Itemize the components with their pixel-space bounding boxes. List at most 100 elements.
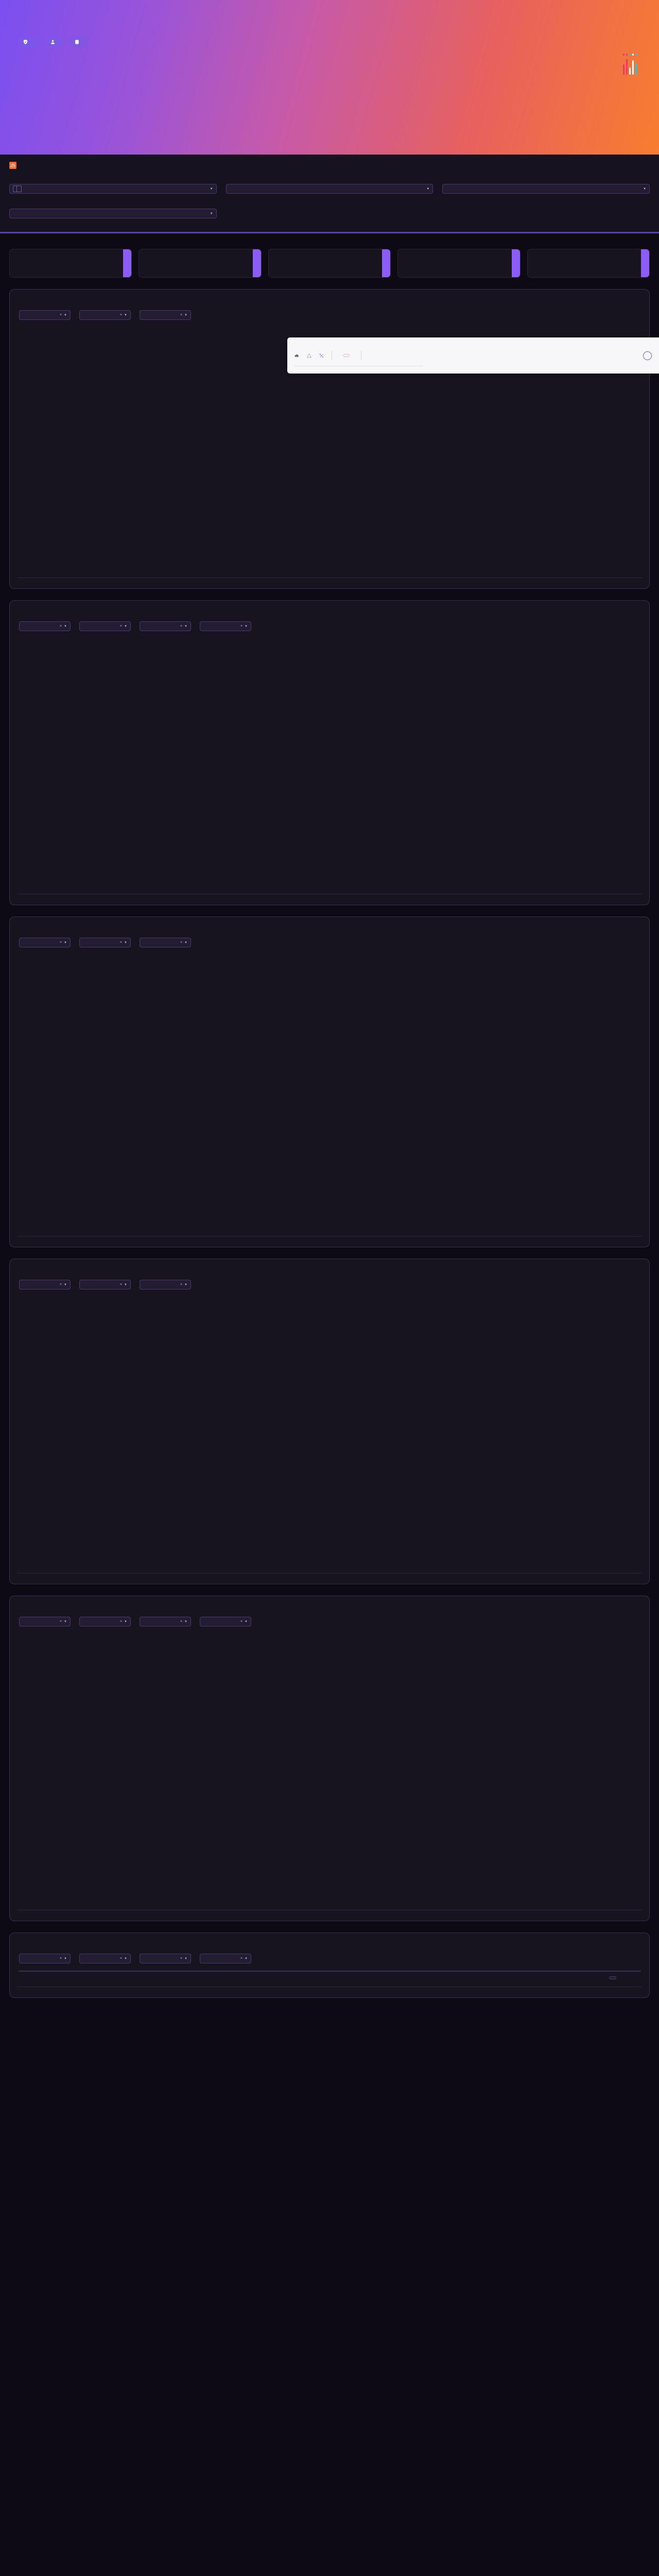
control-radio-station: × ▼ <box>79 307 131 320</box>
clear-icon[interactable]: × <box>180 313 183 317</box>
time-period-select[interactable]: × ▼ <box>200 1617 251 1626</box>
clear-icon[interactable]: × <box>240 1957 243 1960</box>
chevron-down-icon[interactable]: ▼ <box>124 1283 127 1286</box>
clear-icon[interactable]: × <box>180 1620 183 1623</box>
clear-icon[interactable]: × <box>119 1957 123 1960</box>
chevron-down-icon[interactable]: ▼ <box>64 1620 67 1623</box>
radio-station-select[interactable]: × ▼ <box>140 938 191 947</box>
chevron-down-icon[interactable]: ▼ <box>184 313 187 317</box>
clear-icon[interactable]: × <box>240 624 243 628</box>
number-of-songs-select[interactable]: × ▼ <box>140 1280 191 1290</box>
chevron-down-icon[interactable]: ▼ <box>184 1620 187 1623</box>
radio-station-select[interactable]: ▼ <box>9 184 217 194</box>
chevron-down-icon[interactable]: ▼ <box>210 212 213 215</box>
clear-icon[interactable]: × <box>59 1620 62 1623</box>
hero-banner <box>0 0 659 155</box>
bar-mode-select[interactable]: × ▼ <box>79 1617 131 1626</box>
filters-row-1: ▼ ▼ ▼ <box>9 180 650 194</box>
control-top-n-stations: × ▼ <box>19 1614 71 1626</box>
callbacks-link[interactable] <box>319 353 326 358</box>
time-period-select[interactable]: ▼ <box>442 184 650 194</box>
chevron-down-icon[interactable]: ▼ <box>124 313 127 317</box>
clear-icon[interactable]: × <box>59 1283 62 1286</box>
token-remove-icon[interactable] <box>13 186 17 192</box>
time-interval-select[interactable]: × ▼ <box>19 938 71 947</box>
station-2-select[interactable]: × ▼ <box>79 1280 131 1290</box>
clear-icon[interactable]: × <box>59 1957 62 1960</box>
chevron-down-icon[interactable]: ▼ <box>643 187 647 191</box>
chevron-down-icon[interactable]: ▼ <box>64 624 67 628</box>
station-comparison-chart[interactable] <box>17 1295 642 1568</box>
chevron-down-icon[interactable]: ▼ <box>64 1283 67 1286</box>
dash-devtools-bar[interactable] <box>287 337 659 374</box>
airplay-records-grid[interactable] <box>18 1971 641 1972</box>
airplay-timeline-chart[interactable] <box>17 953 642 1231</box>
chevron-down-icon[interactable]: ▼ <box>124 1957 127 1960</box>
clear-icon[interactable]: × <box>240 1620 243 1623</box>
card-controls: × ▼ × ▼ × ▼ <box>19 1277 642 1290</box>
chevron-down-icon[interactable]: ▼ <box>184 1957 187 1960</box>
filters-panel: ▼ ▼ ▼ ▼ <box>0 155 659 233</box>
clear-icon[interactable]: × <box>180 624 183 628</box>
chevron-down-icon[interactable]: ▼ <box>64 1957 67 1960</box>
play-type-select[interactable]: × ▼ <box>140 310 191 320</box>
bar-mode-select[interactable]: × ▼ <box>79 621 131 631</box>
station-1-select[interactable]: × ▼ <box>19 1280 71 1290</box>
artist-rotation-chart[interactable] <box>17 636 642 889</box>
time-period-select[interactable]: × ▼ <box>200 621 251 631</box>
clear-icon[interactable]: × <box>180 1283 183 1286</box>
shield-check-icon <box>23 40 28 44</box>
control-top-n: × ▼ <box>19 307 71 320</box>
chevron-down-icon[interactable]: ▼ <box>426 187 430 191</box>
chevron-down-icon[interactable]: ▼ <box>124 624 127 628</box>
control-color-by: × ▼ <box>140 1614 191 1626</box>
sort-by-select[interactable]: × ▼ <box>140 1954 191 1963</box>
clear-icon[interactable]: × <box>180 1957 183 1960</box>
selected-token[interactable] <box>13 185 22 192</box>
plotly-cloud-link[interactable] <box>294 353 301 358</box>
artist-select[interactable]: ▼ <box>226 184 433 194</box>
card-controls: × ▼ × ▼ × ▼ <box>19 935 642 947</box>
row-limit-select[interactable]: × ▼ <box>200 1954 251 1963</box>
chevron-down-icon[interactable]: ▼ <box>124 1620 127 1623</box>
chevron-down-icon[interactable]: ▼ <box>64 941 67 944</box>
chevron-down-icon[interactable]: ▼ <box>245 1957 248 1960</box>
errors-indicator[interactable] <box>307 353 314 358</box>
clear-icon[interactable]: × <box>119 1283 123 1286</box>
clear-icon[interactable]: × <box>59 313 62 317</box>
clear-icon[interactable]: × <box>59 941 62 944</box>
color-by-select[interactable]: × ▼ <box>140 1617 191 1626</box>
clear-icon[interactable]: × <box>119 624 123 628</box>
play-type-select[interactable]: ▼ <box>9 209 217 218</box>
badge-data-updated <box>18 37 40 47</box>
clear-icon[interactable]: × <box>180 941 183 944</box>
chevron-down-icon[interactable]: ▼ <box>64 313 67 317</box>
chevron-down-icon[interactable]: ▼ <box>245 624 248 628</box>
chevron-down-icon[interactable]: ▼ <box>245 1620 248 1623</box>
top-n-artists-select[interactable]: × ▼ <box>19 621 71 631</box>
control-bar-mode: × ▼ <box>79 618 131 631</box>
chevron-down-icon[interactable]: ▼ <box>184 624 187 628</box>
clear-icon[interactable]: × <box>119 941 123 944</box>
station-select[interactable]: × ▼ <box>19 1954 71 1963</box>
radio-station-select[interactable]: × ▼ <box>79 310 131 320</box>
chevron-down-icon[interactable]: ▼ <box>184 1283 187 1286</box>
chevron-down-icon[interactable]: ▼ <box>124 941 127 944</box>
page-size-input[interactable] <box>609 1976 616 1979</box>
top-n-select[interactable]: × ▼ <box>19 310 71 320</box>
dash-update-badge[interactable] <box>343 354 350 357</box>
card-airplay-timeline: × ▼ × ▼ × ▼ <box>9 917 650 1247</box>
artist-select[interactable]: × ▼ <box>79 1954 131 1963</box>
first-vs-repeat-chart[interactable] <box>17 1632 642 1905</box>
aggregation-method-select[interactable]: × ▼ <box>79 938 131 947</box>
chevron-down-icon[interactable]: ▼ <box>210 187 213 191</box>
filter-time-period: ▼ <box>442 180 650 194</box>
top-n-stations-select[interactable]: × ▼ <box>19 1617 71 1626</box>
control-station-1: × ▼ <box>19 1277 71 1290</box>
clear-icon[interactable]: × <box>119 313 123 317</box>
collapse-devtools-button[interactable] <box>643 351 652 360</box>
color-by-select[interactable]: × ▼ <box>140 621 191 631</box>
clear-icon[interactable]: × <box>59 624 62 628</box>
clear-icon[interactable]: × <box>119 1620 123 1623</box>
chevron-down-icon[interactable]: ▼ <box>184 941 187 944</box>
